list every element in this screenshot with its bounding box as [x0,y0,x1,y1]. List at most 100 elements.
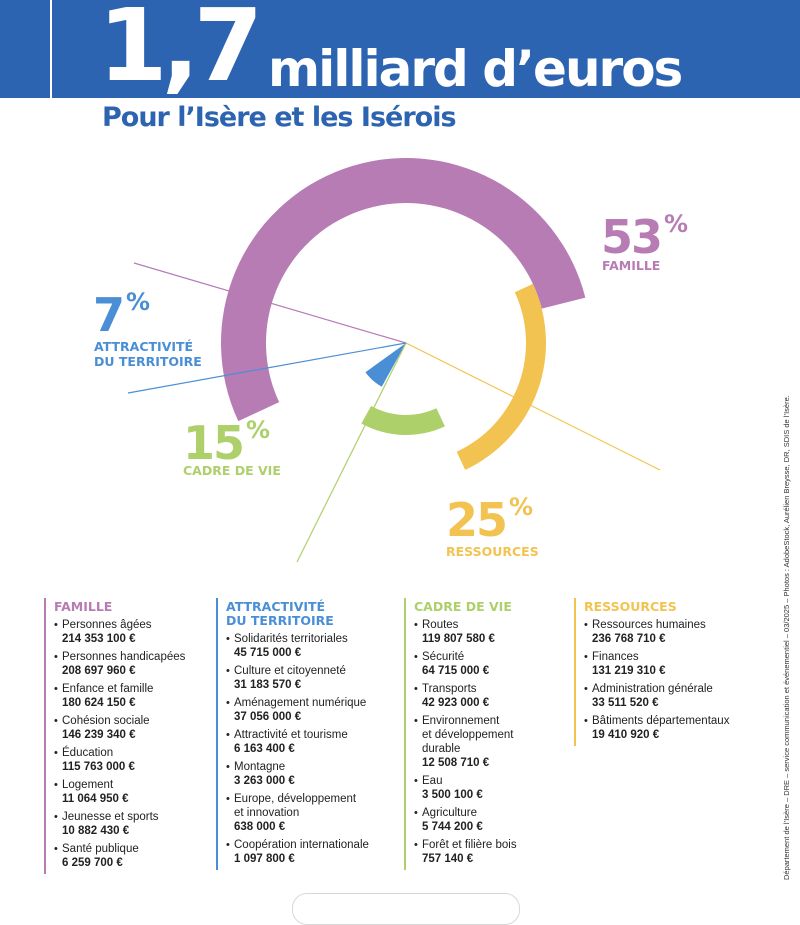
item-amount: 236 768 710 € [592,633,666,645]
item-amount: 3 263 000 € [234,775,295,787]
item-name: Aménagement numérique [234,697,367,709]
item-amount: 638 000 € [234,821,286,833]
ressources-percent-sign: % [509,493,534,521]
list-item: Cohésion sociale 146 239 340 € [54,714,214,742]
column-title: FAMILLE [54,599,113,614]
list-item: Eau 3 500 100 € [414,774,574,802]
cadre-label: CADRE DE VIE [183,463,281,478]
column-ressources: RESSOURCES Ressources humaines 236 768 710… [574,598,744,746]
item-name: Personnes âgées [62,619,152,631]
leader-line-1 [405,342,661,471]
column-title: ATTRACTIVITÉ DU TERRITOIRE [226,599,334,628]
item-amount: 1 097 800 € [234,853,295,865]
header-banner [0,0,800,98]
item-amount: 6 163 400 € [234,743,295,755]
attract-percent-sign: % [126,288,151,316]
item-amount: 131 219 310 € [592,665,666,677]
item-amount: 6 259 700 € [62,857,123,869]
list-item: Logement 11 064 950 € [54,778,214,806]
item-amount: 146 239 340 € [62,729,136,741]
list-item: Coopération internationale 1 097 800 € [226,838,386,866]
item-name: Santé publique [62,843,139,855]
item-name: Jeunesse et sports [62,811,159,823]
item-amount: 757 140 € [422,853,474,865]
item-name: Routes [422,619,459,631]
item-amount: 11 064 950 € [62,793,129,805]
item-amount: 19 410 920 € [592,729,660,741]
list-item: Agriculture 5 744 200 € [414,806,574,834]
item-name: Agriculture [422,807,477,819]
cadre-percent-sign: % [246,416,271,444]
leader-line-0 [133,262,407,344]
item-name: Administration générale [592,683,713,695]
item-name: Attractivité et tourisme [234,729,348,741]
item-name: Bâtiments départementaux [592,715,730,727]
item-name: Éducation [62,747,114,759]
item-amount: 208 697 960 € [62,665,136,677]
list-item: Solidarités territoriales 45 715 000 € [226,632,386,660]
ressources-percent: 25% [446,495,533,543]
item-amount: 12 508 710 € [422,757,490,769]
item-amount: 45 715 000 € [234,647,302,659]
list-item: Ressources humaines 236 768 710 € [584,618,744,646]
item-name: Cohésion sociale [62,715,150,727]
list-item: Europe, développement et innovation 638 0… [226,792,386,834]
item-amount: 214 353 100 € [62,633,136,645]
list-item: Aménagement numérique 37 056 000 € [226,696,386,724]
column-attractivite: ATTRACTIVITÉ DU TERRITOIRE Solidarités te… [216,598,386,870]
list-item: Environnement et développement durable 12… [414,714,574,770]
item-amount: 10 882 430 € [62,825,130,837]
item-name: Eau [422,775,443,787]
item-amount: 37 056 000 € [234,711,302,723]
item-amount: 3 500 100 € [422,789,483,801]
famille-percent-sign: % [664,210,689,238]
item-name: Montagne [234,761,286,773]
donut-slice-3 [365,343,406,387]
list-item: Personnes âgées 214 353 100 € [54,618,214,646]
list-item: Jeunesse et sports 10 882 430 € [54,810,214,838]
photo-credits: Département de l’Isère – DRE – service c… [782,395,791,880]
item-amount: 119 807 580 € [422,633,495,645]
donut-slice-2 [361,405,445,435]
list-item: Forêt et filière bois 757 140 € [414,838,574,866]
item-name: Enfance et famille [62,683,154,695]
list-item: Enfance et famille 180 624 150 € [54,682,214,710]
list-item: Sécurité 64 715 000 € [414,650,574,678]
item-name: Logement [62,779,114,791]
ressources-percent-value: 25 [446,493,508,547]
list-item: Montagne 3 263 000 € [226,760,386,788]
column-title: RESSOURCES [584,599,677,614]
list-item: Finances 131 219 310 € [584,650,744,678]
famille-label: FAMILLE [602,258,661,273]
item-name: Solidarités territoriales [234,633,348,645]
item-amount: 5 744 200 € [422,821,483,833]
column-title: CADRE DE VIE [414,599,512,614]
list-item: Santé publique 6 259 700 € [54,842,214,870]
banner-divider [50,0,52,98]
item-name: Personnes handicapées [62,651,186,663]
attract-label: ATTRACTIVITÉ DU TERRITOIRE [94,339,202,369]
famille-percent: 53% [601,212,688,260]
list-item: Transports 42 923 000 € [414,682,574,710]
item-name: Finances [592,651,639,663]
donut-slice-0 [221,158,586,422]
donut-chart [127,158,661,563]
item-name: Europe, développement et innovation [234,793,357,819]
leader-line-3 [127,342,407,394]
list-item: Routes 119 807 580 € [414,618,574,646]
attract-percent-value: 7 [93,288,125,342]
item-name: Forêt et filière bois [422,839,517,851]
item-name: Ressources humaines [592,619,706,631]
item-amount: 64 715 000 € [422,665,490,677]
item-name: Sécurité [422,651,465,663]
footer-pill [292,893,520,925]
title-unit: milliard d’euros [268,40,683,98]
column-cadre-de-vie: CADRE DE VIE Routes 119 807 580 € Sécurité 6… [404,598,574,870]
list-item: Bâtiments départementaux 19 410 920 € [584,714,744,742]
list-item: Culture et citoyenneté 31 183 570 € [226,664,386,692]
item-amount: 115 763 000 € [62,761,135,773]
item-amount: 33 511 520 € [592,697,659,709]
list-item: Attractivité et tourisme 6 163 400 € [226,728,386,756]
item-name: Culture et citoyenneté [234,665,346,677]
